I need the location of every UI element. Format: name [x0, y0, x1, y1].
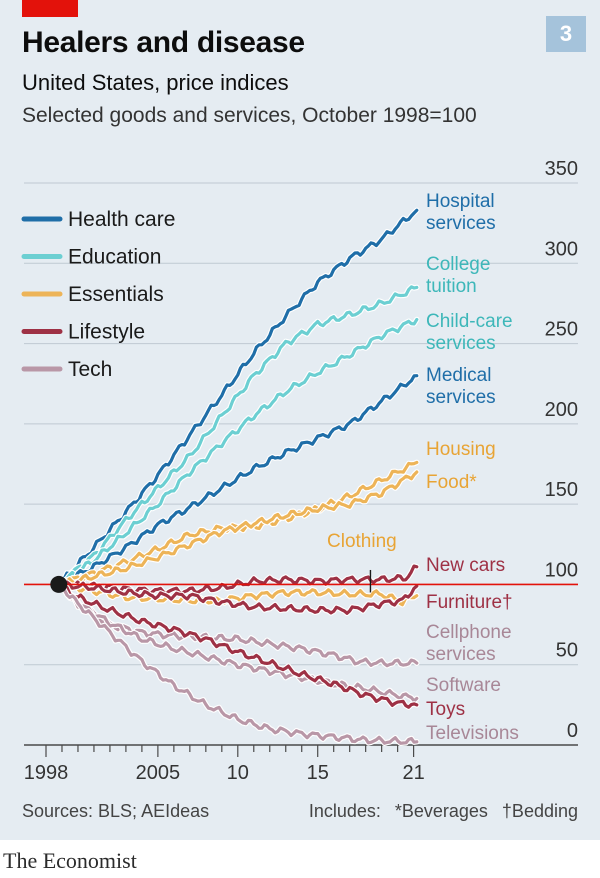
- source-note: Sources: BLS; AEIdeas: [22, 801, 210, 821]
- footnote-food: *Beverages: [394, 801, 488, 821]
- series-label-cellphone-services-line2: services: [426, 644, 496, 665]
- footnotes: Includes: *Beverages †Bedding: [295, 801, 578, 822]
- series-label-child-care-services-line1: Child-care: [426, 311, 513, 332]
- y-tick-label-250: 250: [545, 319, 578, 341]
- y-tick-label-350: 350: [545, 158, 578, 180]
- y-tick-label-200: 200: [545, 399, 578, 421]
- x-tick-label-1998: 1998: [24, 762, 69, 784]
- series-line-televisions: [57, 582, 419, 745]
- series-label-furniture: Furniture†: [426, 592, 513, 613]
- series-line-furniture: [57, 580, 419, 615]
- economist-red-tag: [22, 0, 78, 17]
- series-label-clothing: Clothing: [327, 531, 397, 552]
- chart-description: Selected goods and services, October 199…: [22, 104, 477, 127]
- series-line-software: [57, 582, 419, 703]
- series-line-child-care-services: [57, 317, 419, 586]
- footnote-prefix: Includes:: [308, 801, 381, 821]
- y-tick-label-150: 150: [545, 479, 578, 501]
- series-label-cellphone-services-line1: Cellphone: [426, 622, 512, 643]
- series-label-housing: Housing: [426, 439, 496, 460]
- x-tick-label-15: 15: [307, 762, 329, 784]
- series-label-hospital-services-line1: Hospital: [426, 191, 495, 212]
- legend-label-tech: Tech: [68, 358, 112, 381]
- y-tick-label-50: 50: [556, 640, 578, 662]
- chart-number-badge: 3: [546, 16, 586, 52]
- series-line-food: [57, 470, 419, 586]
- series-label-medical-services-line1: Medical: [426, 365, 491, 386]
- chart-panel: [0, 0, 600, 840]
- series-line-toys: [57, 582, 419, 709]
- series-label-hospital-services-line2: services: [426, 213, 496, 234]
- series-line-college-tuition: [57, 285, 419, 586]
- series-label-televisions: Televisions: [426, 723, 519, 744]
- economist-logo: The Economist: [3, 848, 137, 873]
- series-label-medical-services-line2: services: [426, 387, 496, 408]
- y-tick-label-0: 0: [567, 720, 578, 742]
- footnote-furniture: †Bedding: [501, 801, 578, 821]
- series-label-food: Food*: [426, 472, 477, 493]
- legend-label-education: Education: [68, 246, 161, 269]
- series-label-new-cars: New cars: [426, 555, 505, 576]
- y-tick-label-300: 300: [545, 238, 578, 260]
- x-tick-label-21: 21: [402, 762, 424, 784]
- series-label-child-care-services-line2: services: [426, 333, 496, 354]
- legend-label-health-care: Health care: [68, 208, 175, 231]
- series-line-medical-services: [57, 374, 419, 586]
- legend-label-essentials: Essentials: [68, 283, 164, 306]
- series-label-college-tuition-line2: tuition: [426, 276, 477, 297]
- x-tick-label-2005: 2005: [136, 762, 181, 784]
- series-lines: [56, 207, 420, 747]
- y-tick-label-100: 100: [545, 559, 578, 581]
- x-tick-label-10: 10: [227, 762, 249, 784]
- series-label-toys: Toys: [426, 699, 465, 720]
- series-line-cellphone-services: [57, 582, 419, 668]
- series-label-college-tuition-line1: College: [426, 254, 490, 275]
- chart-subtitle: United States, price indices: [22, 70, 289, 95]
- line-chart: 0 50 100 150 200 250 300 350 1998 2005 10 15 21 Hospi…: [21, 158, 578, 784]
- series-label-software: Software: [426, 675, 501, 696]
- series-line-hospital-services: [57, 208, 419, 586]
- chart-title: Healers and disease: [22, 26, 305, 59]
- legend-label-lifestyle: Lifestyle: [68, 321, 145, 344]
- origin-point: [50, 575, 68, 593]
